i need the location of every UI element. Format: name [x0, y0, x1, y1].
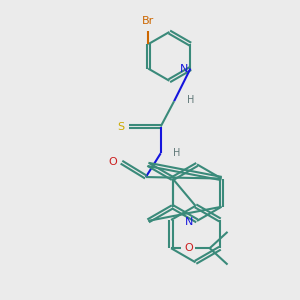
Text: N: N [180, 64, 188, 74]
Text: O: O [109, 157, 118, 167]
Text: Br: Br [142, 16, 154, 26]
Text: S: S [117, 122, 124, 131]
Text: N: N [184, 218, 193, 227]
Text: O: O [184, 243, 193, 253]
Text: H: H [173, 148, 181, 158]
Text: H: H [187, 95, 194, 105]
